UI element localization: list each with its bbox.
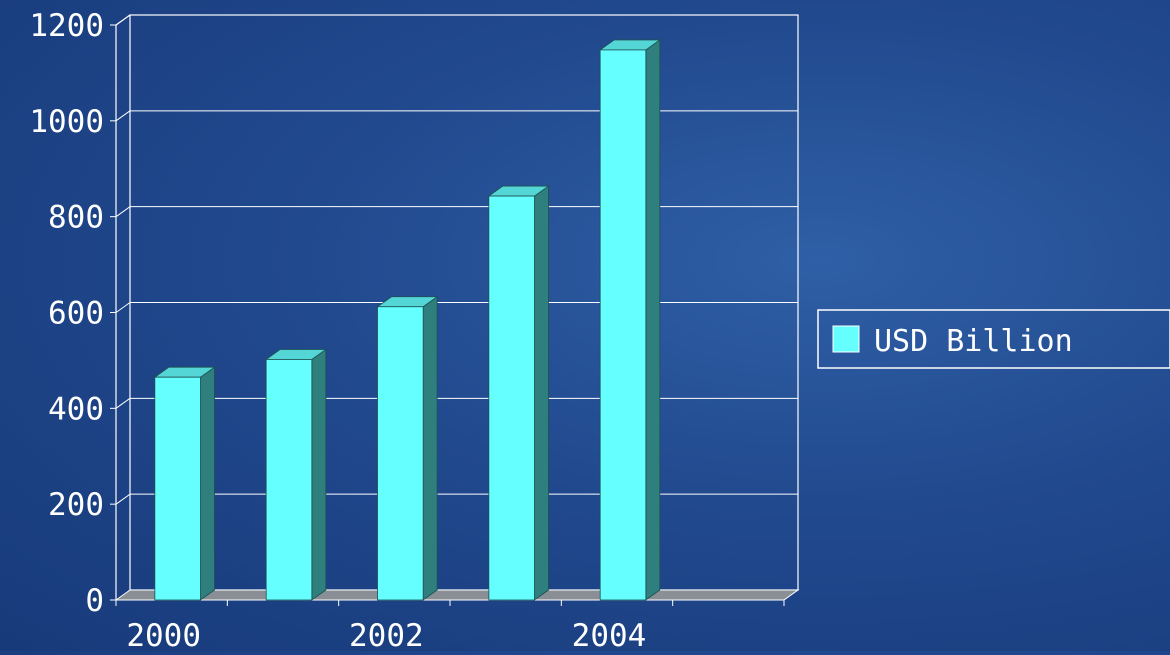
bar-side [534, 185, 549, 601]
bar-2003 [488, 195, 535, 601]
y-tick-label: 200 [48, 487, 104, 523]
bar-2002 [377, 306, 424, 601]
x-axis-ticks: 2000 2002 2004 [115, 600, 785, 654]
bars [153, 39, 662, 601]
plot-frame [115, 14, 799, 600]
gridline-side [115, 302, 131, 313]
bar-2000 [154, 376, 201, 601]
y-tick-label: 800 [48, 200, 104, 236]
bar-side [200, 366, 215, 601]
y-tick-label: 1000 [29, 104, 104, 140]
bar-2001 [265, 359, 313, 601]
y-axis-ticks: 0 200 400 600 800 1000 1200 [29, 8, 116, 619]
gridlines [115, 14, 798, 505]
y-tick-label: 1200 [29, 8, 104, 44]
bar-side [311, 348, 327, 601]
x-tick-label: 2000 [126, 618, 201, 651]
gridline-side [115, 493, 131, 505]
y-tick-label: 600 [48, 296, 104, 332]
chart-floor [114, 589, 800, 601]
gridline-side [115, 206, 131, 218]
bar-side [422, 295, 438, 601]
y-tick-label: 400 [48, 391, 104, 427]
gridline-side [115, 110, 131, 122]
legend: USD Billion [817, 309, 1170, 369]
legend-label: USD Billion [874, 324, 1073, 359]
gridline-side [115, 397, 131, 409]
legend-box [817, 309, 1170, 369]
y-tick-label: 0 [85, 583, 104, 619]
legend-swatch [832, 325, 860, 353]
bar-side [645, 39, 661, 601]
floor-plane [114, 589, 800, 601]
x-tick-label: 2002 [349, 618, 424, 651]
side-wall-edge [115, 14, 131, 26]
x-tick-label: 2004 [572, 618, 647, 651]
bar-2004 [599, 49, 647, 601]
